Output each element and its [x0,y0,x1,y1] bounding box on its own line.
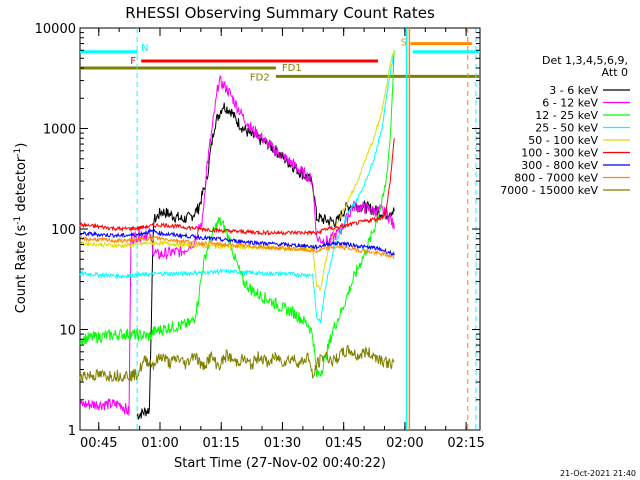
legend-label: 50 - 100 keV [528,134,598,147]
series-line-9 [79,344,395,383]
series-line-2 [79,75,395,416]
legend-label: 25 - 50 keV [535,122,598,135]
legend-label: 800 - 7000 keV [514,172,598,185]
y-axis-label: Count Rate (s-1 detector-1) [13,143,29,314]
flare-label: F [130,56,136,67]
attenuator-label: N [141,43,148,54]
legend-label: 100 - 300 keV [521,147,598,160]
series-line-7 [79,228,395,257]
series-line-5 [80,50,395,292]
y-tick-label: 100 [51,223,76,238]
x-tick-label: 02:15 [447,436,484,451]
legend-header: Det 1,3,4,5,6,9, [542,54,628,67]
legend-label: 6 - 12 keV [542,97,598,110]
footer-timestamp: 21-Oct-2021 21:40 [560,469,636,478]
legend-label: 300 - 800 keV [521,159,598,172]
y-tick-label: 1000 [43,123,76,138]
series-line-6 [79,138,395,237]
series-line-8 [79,235,395,260]
x-tick-label: 00:45 [80,436,117,451]
plot-annotations: NF S FD1 FD2 [80,28,480,430]
series-line-4 [79,50,395,324]
legend-label: 12 - 25 keV [535,109,598,122]
x-tick-label: 02:00 [386,436,423,451]
legend-label: 3 - 6 keV [549,84,598,97]
x-tick-label: 01:15 [202,436,239,451]
fd1-label: FD1 [282,63,302,74]
y-tick-label: 1 [68,424,76,439]
chart-title: RHESSI Observing Summary Count Rates [125,4,435,22]
x-axis-label: Start Time (27-Nov-02 00:40:22) [174,456,386,471]
x-tick-label: 01:45 [325,436,362,451]
x-tick-label: 01:30 [264,436,301,451]
series-line-3 [79,50,395,378]
y-tick-label: 10000 [35,22,76,37]
legend-header: Att 0 [602,66,628,79]
y-tick-label: 10 [59,324,76,339]
series-line-1 [136,102,395,420]
series-layer [79,50,395,420]
legend-label: 7000 - 15000 keV [500,184,598,197]
fd2-label: FD2 [250,72,270,83]
x-tick-label: 01:00 [141,436,178,451]
saa-label: S [401,38,407,49]
axes: 00:45 01:00 01:15 01:30 01:45 02:00 02:15 1 10 10… [35,22,485,451]
